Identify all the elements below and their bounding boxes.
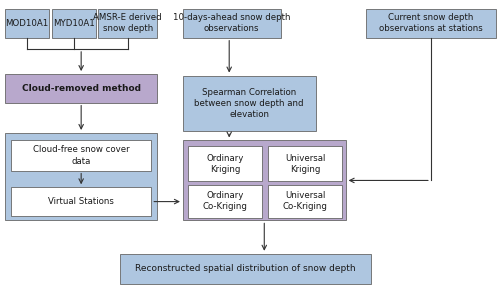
Text: AMSR-E derived
snow depth: AMSR-E derived snow depth — [94, 13, 162, 34]
FancyBboxPatch shape — [11, 140, 151, 171]
Text: Spearman Correlation
between snow depth and
elevation: Spearman Correlation between snow depth … — [194, 88, 304, 119]
FancyBboxPatch shape — [98, 9, 157, 38]
Text: Virtual Stations: Virtual Stations — [48, 197, 114, 206]
Text: MOD10A1: MOD10A1 — [6, 19, 49, 28]
Text: MYD10A1: MYD10A1 — [53, 19, 95, 28]
FancyBboxPatch shape — [5, 9, 49, 38]
FancyBboxPatch shape — [52, 9, 96, 38]
FancyBboxPatch shape — [366, 9, 496, 38]
Text: Reconstructed spatial distribution of snow depth: Reconstructed spatial distribution of sn… — [135, 264, 356, 273]
Text: Ordinary
Co-Kriging: Ordinary Co-Kriging — [202, 191, 247, 211]
FancyBboxPatch shape — [268, 185, 342, 218]
FancyBboxPatch shape — [183, 140, 346, 220]
Text: Universal
Kriging: Universal Kriging — [285, 154, 325, 174]
Text: Universal
Co-Kriging: Universal Co-Kriging — [283, 191, 328, 211]
FancyBboxPatch shape — [268, 146, 342, 181]
FancyBboxPatch shape — [183, 76, 316, 131]
Text: Current snow depth
observations at stations: Current snow depth observations at stati… — [379, 13, 483, 34]
FancyBboxPatch shape — [11, 187, 151, 216]
Text: Cloud-free snow cover
data: Cloud-free snow cover data — [33, 146, 129, 165]
Text: Cloud-removed method: Cloud-removed method — [22, 84, 141, 93]
FancyBboxPatch shape — [5, 133, 157, 220]
Text: Ordinary
Kriging: Ordinary Kriging — [206, 154, 243, 174]
FancyBboxPatch shape — [188, 146, 262, 181]
FancyBboxPatch shape — [5, 74, 157, 103]
FancyBboxPatch shape — [183, 9, 281, 38]
FancyBboxPatch shape — [188, 185, 262, 218]
FancyBboxPatch shape — [120, 254, 371, 284]
Text: 10-days-ahead snow depth
observations: 10-days-ahead snow depth observations — [173, 13, 291, 34]
